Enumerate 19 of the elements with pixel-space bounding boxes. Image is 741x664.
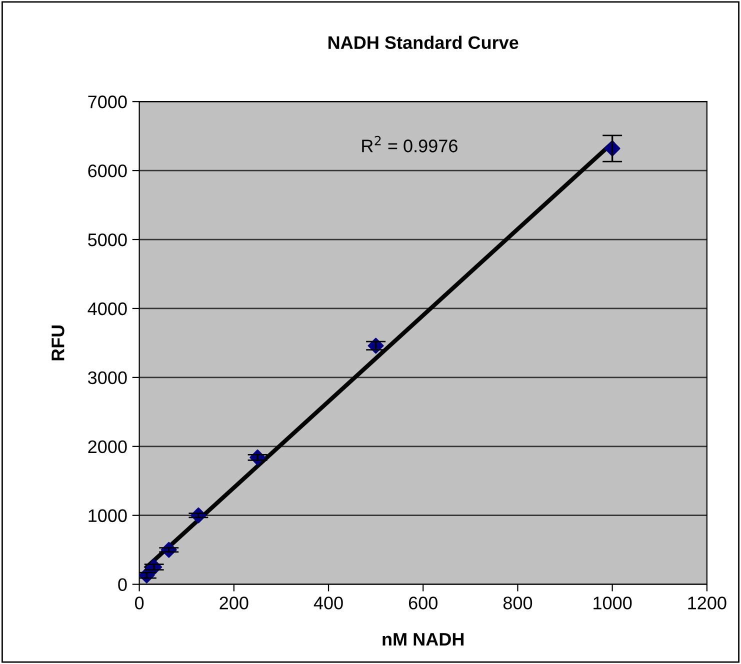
x-tick-label: 800	[503, 596, 532, 610]
y-tick-label: 2000	[88, 440, 127, 454]
y-tick-label: 5000	[88, 233, 127, 246]
y-tick-label: 1000	[88, 509, 127, 522]
x-tick-label: 200	[220, 596, 248, 610]
y-tick-label: 6000	[88, 164, 127, 178]
y-tick-label: 0	[118, 578, 127, 592]
x-tick-label: 1200	[688, 596, 726, 610]
chart-title: NADH Standard Curve	[328, 36, 518, 49]
x-axis-title: nM NADH	[382, 633, 464, 646]
x-tick-label: 0	[134, 596, 144, 610]
annotation: R$^{2}$ = 0.9976	[362, 136, 458, 152]
y-tick-label: 7000	[88, 96, 127, 108]
y-axis-title: RFU	[52, 326, 64, 360]
x-tick-label: 400	[314, 596, 343, 610]
y-tick-label: 3000	[88, 371, 127, 384]
x-tick-label: 1000	[594, 596, 632, 610]
x-tick-label: 600	[408, 596, 438, 610]
y-tick-label: 4000	[88, 302, 127, 316]
